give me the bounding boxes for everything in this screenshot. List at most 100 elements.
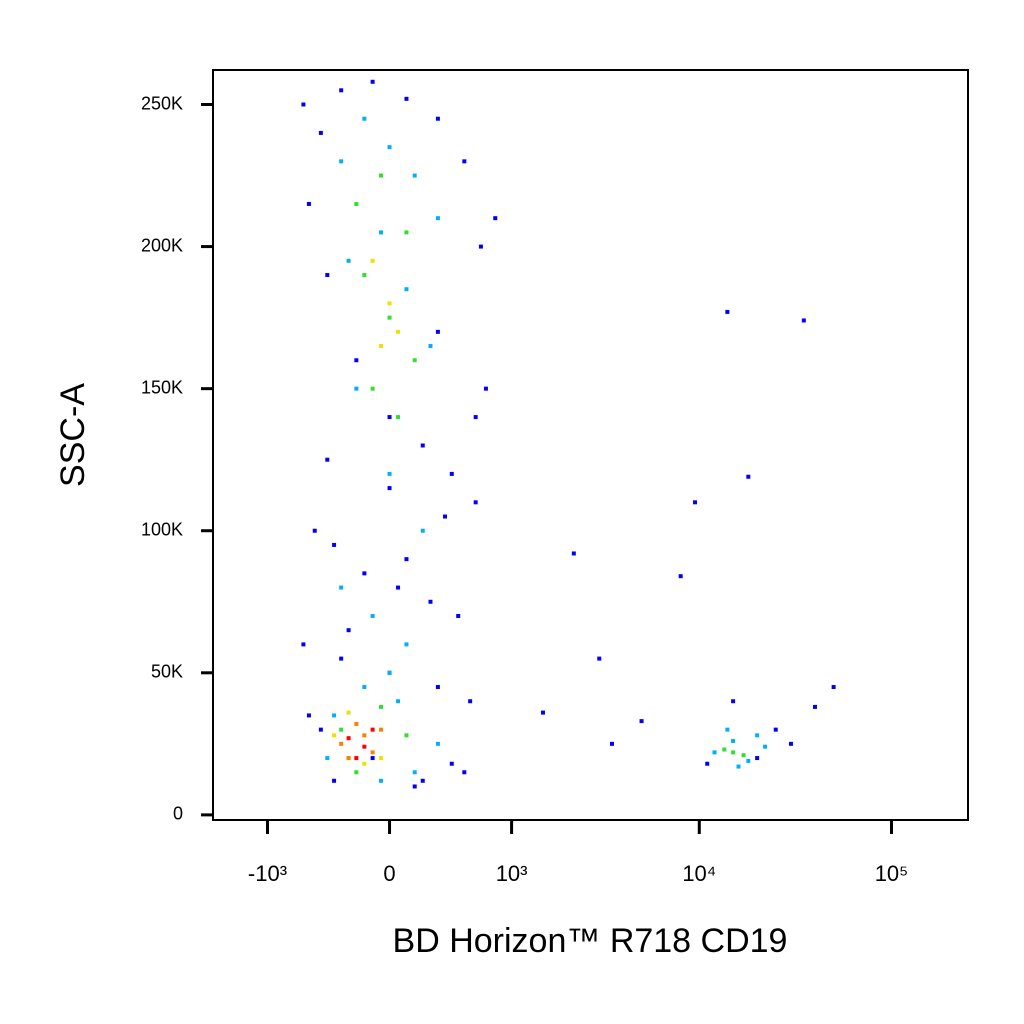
- point: [755, 733, 760, 738]
- point: [404, 642, 409, 647]
- point: [473, 500, 478, 505]
- point: [346, 710, 351, 715]
- point: [312, 528, 317, 533]
- point: [354, 201, 359, 206]
- point: [354, 386, 359, 391]
- point: [332, 778, 337, 783]
- point: [370, 258, 375, 263]
- point: [443, 514, 448, 519]
- point: [731, 750, 736, 755]
- point: [678, 574, 683, 579]
- point: [301, 642, 306, 647]
- point: [339, 585, 344, 590]
- point: [362, 733, 367, 738]
- point: [387, 670, 392, 675]
- point: [387, 471, 392, 476]
- point: [597, 656, 602, 661]
- point: [387, 315, 392, 320]
- point: [831, 685, 836, 690]
- point: [412, 173, 417, 178]
- x-tick-label: 10⁴: [682, 861, 716, 886]
- x-tick-label: -10³: [248, 861, 287, 886]
- point: [639, 719, 644, 724]
- point: [812, 704, 817, 709]
- point: [362, 744, 367, 749]
- point: [420, 443, 425, 448]
- x-axis-label: BD Horizon™ R718 CD19: [393, 922, 788, 960]
- point: [449, 761, 454, 766]
- point: [773, 727, 778, 732]
- point: [404, 557, 409, 562]
- point: [755, 756, 760, 761]
- point: [731, 699, 736, 704]
- point: [346, 756, 351, 761]
- point: [362, 571, 367, 576]
- point: [396, 329, 401, 334]
- point: [435, 216, 440, 221]
- point: [412, 358, 417, 363]
- point: [339, 656, 344, 661]
- point: [354, 721, 359, 726]
- point: [412, 784, 417, 789]
- point: [339, 727, 344, 732]
- point: [362, 116, 367, 121]
- point: [483, 386, 488, 391]
- point: [379, 727, 384, 732]
- x-tick-label: 10³: [496, 861, 528, 886]
- point: [404, 96, 409, 101]
- y-tick-label: 200K: [141, 235, 183, 255]
- point: [379, 756, 384, 761]
- point: [306, 713, 311, 718]
- point: [339, 159, 344, 164]
- plot-frame: [212, 69, 969, 821]
- point: [362, 761, 367, 766]
- point: [325, 756, 330, 761]
- point: [318, 130, 323, 135]
- point: [387, 301, 392, 306]
- point: [370, 613, 375, 618]
- point: [741, 753, 746, 758]
- point: [449, 471, 454, 476]
- y-tick-label: 0: [173, 804, 183, 824]
- point: [346, 736, 351, 741]
- point: [428, 599, 433, 604]
- point: [362, 272, 367, 277]
- point: [379, 230, 384, 235]
- point: [420, 778, 425, 783]
- point: [306, 201, 311, 206]
- point: [404, 287, 409, 292]
- point: [722, 747, 727, 752]
- point: [354, 756, 359, 761]
- point: [387, 415, 392, 420]
- point: [332, 713, 337, 718]
- point: [370, 727, 375, 732]
- y-tick-label: 100K: [141, 519, 183, 539]
- point: [362, 685, 367, 690]
- point: [725, 727, 730, 732]
- y-tick-label: 150K: [141, 377, 183, 397]
- point: [478, 244, 483, 249]
- point: [354, 358, 359, 363]
- point: [763, 744, 768, 749]
- point: [801, 318, 806, 323]
- point: [456, 613, 461, 618]
- point: [318, 727, 323, 732]
- point: [370, 756, 375, 761]
- point: [693, 500, 698, 505]
- point: [379, 778, 384, 783]
- point: [370, 386, 375, 391]
- x-tick-label: 0: [383, 861, 395, 886]
- point: [332, 542, 337, 547]
- y-tick-label: 50K: [151, 662, 183, 682]
- point: [788, 741, 793, 746]
- point: [712, 750, 717, 755]
- point: [731, 739, 736, 744]
- point: [705, 761, 710, 766]
- point: [412, 770, 417, 775]
- y-axis-label: SSC-A: [54, 383, 92, 487]
- point: [325, 457, 330, 462]
- point: [473, 415, 478, 420]
- point: [346, 258, 351, 263]
- point: [325, 272, 330, 277]
- point: [387, 486, 392, 491]
